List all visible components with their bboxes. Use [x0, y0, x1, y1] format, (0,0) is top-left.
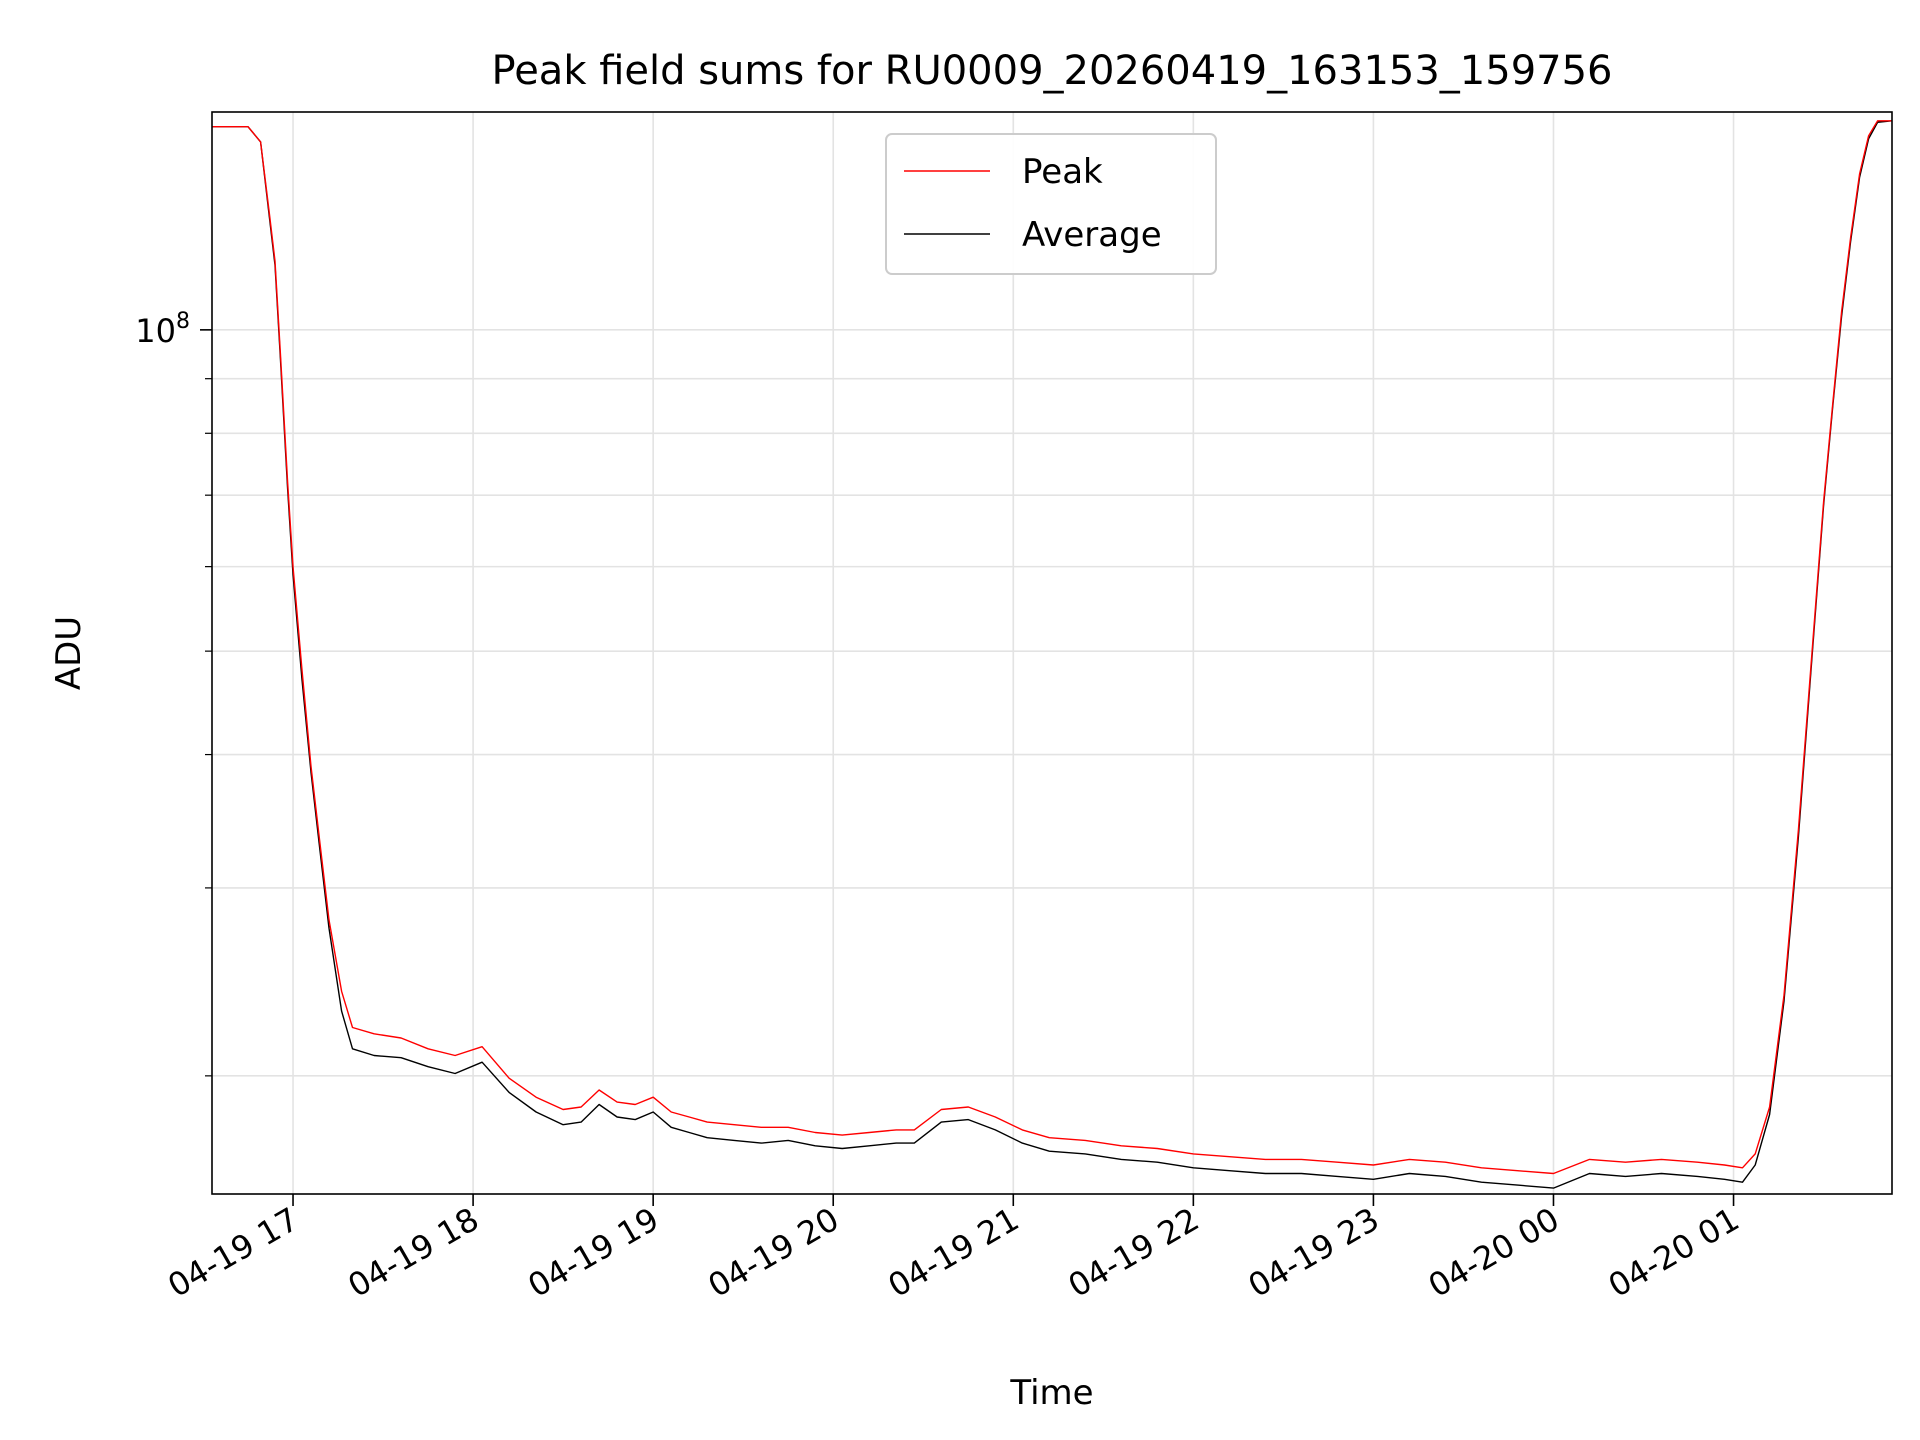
- y-axis-label: ADU: [49, 616, 89, 690]
- x-axis-label: Time: [1009, 1373, 1093, 1413]
- legend-box: [885, 133, 1217, 275]
- y-tick-label: 108: [135, 309, 190, 350]
- legend-label-peak: Peak: [1022, 152, 1103, 192]
- series-lines: [212, 120, 1893, 1189]
- legend: Peak Average: [885, 133, 1217, 275]
- series-line-average: [212, 120, 1893, 1189]
- grid-lines: [212, 112, 1892, 1194]
- series-line-peak: [212, 120, 1892, 1175]
- chart-title: Peak field sums for RU0009_20260419_1631…: [492, 48, 1613, 94]
- plot-frame: [211, 111, 1893, 1195]
- legend-label-average: Average: [1022, 215, 1162, 255]
- axis-ticks: [200, 329, 1735, 1206]
